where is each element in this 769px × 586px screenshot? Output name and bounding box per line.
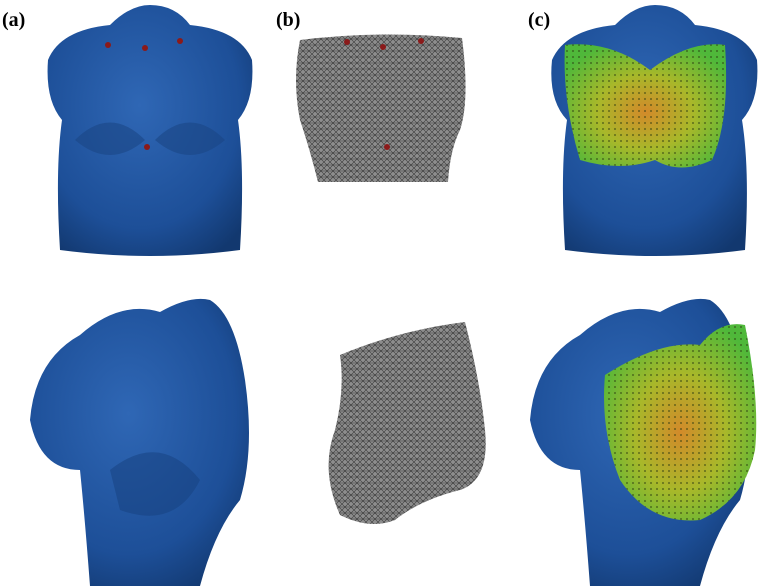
panel-label: (b) xyxy=(276,9,300,31)
panel-label: (a) xyxy=(2,9,25,31)
panel-a-top xyxy=(48,5,253,256)
panel-b-top xyxy=(296,34,466,182)
panel-b-bottom xyxy=(329,322,486,524)
panel-label: (c) xyxy=(528,9,550,31)
panel-a-bottom xyxy=(30,299,249,586)
panel-c-bottom xyxy=(530,299,756,586)
panel-c-top xyxy=(551,5,757,256)
figure: (a) (b) (c) xyxy=(0,0,769,586)
